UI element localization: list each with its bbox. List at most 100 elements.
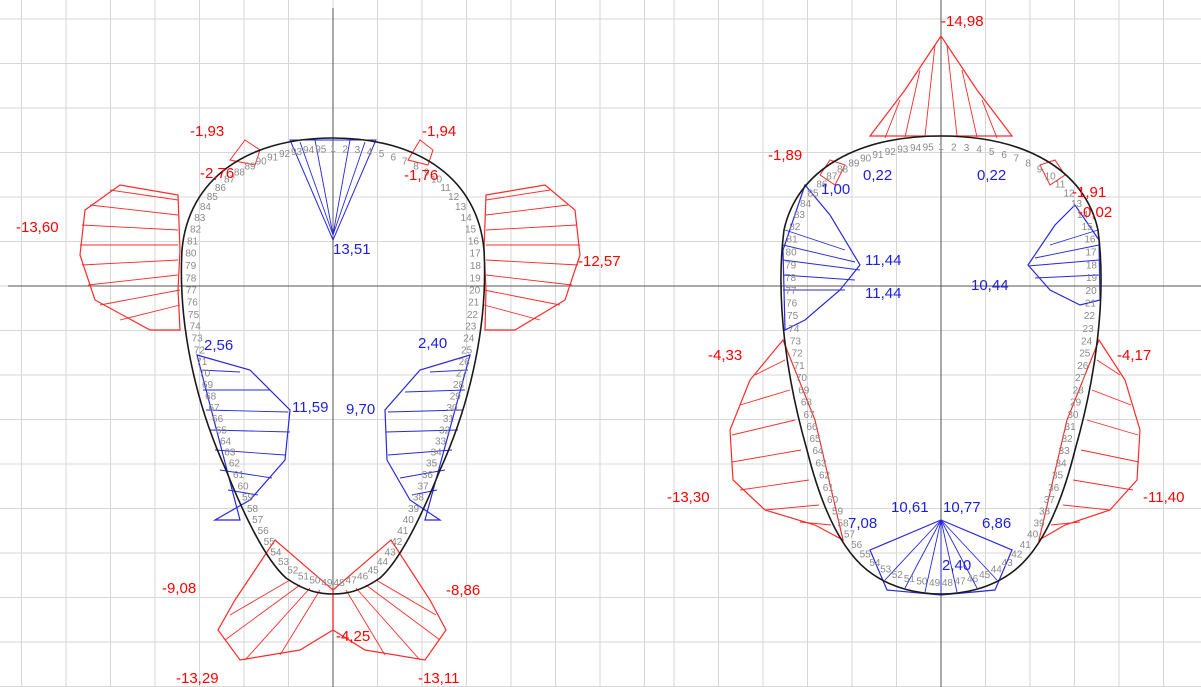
hatch-line [332,139,351,236]
hatch-line [1086,419,1139,436]
hatch-line [89,204,179,216]
hatch-line [485,274,573,286]
hatch-line [946,44,958,137]
hatch-line [375,579,437,616]
node-number: 23 [465,322,477,333]
node-number: 32 [1061,434,1073,445]
node-number: 74 [788,324,800,335]
left-hatching-red [79,139,581,661]
node-number: 83 [194,213,206,224]
node-number: 10 [1045,171,1057,182]
label-red: -11,40 [1143,489,1184,506]
node-number: 15 [1082,222,1094,233]
right-hatching-blue [782,183,1101,596]
node-number: 51 [298,571,310,582]
node-number: 59 [242,493,254,504]
left-lobe-bottom-right-red [332,539,447,661]
node-number: 11 [1055,179,1066,190]
node-number: 57 [252,515,264,526]
node-number: 90 [860,154,872,165]
node-number: 21 [1085,299,1097,310]
node-number: 85 [807,189,819,200]
hatch-line [385,429,459,433]
hatch-line [81,259,179,266]
node-number: 54 [270,547,282,558]
left-blue-top-wedge [289,139,377,242]
left-grid [0,0,655,687]
node-number: 90 [256,157,268,168]
node-number: 49 [321,578,333,589]
hatch-line [981,99,998,139]
label-red: -8,86 [446,582,480,599]
right-red-small-left [819,159,846,186]
left-labels: -1,93 -1,94 -2,76 -1,76 -13,60 -12,57 -9… [16,123,621,687]
node-number: 72 [194,345,206,356]
node-number: 5 [379,149,385,160]
node-number: 50 [916,577,928,588]
label-blue: 0,22 [977,167,1006,184]
node-number: 94 [910,143,922,154]
right-grid [655,0,1201,687]
hatch-line [119,304,181,321]
node-number: 61 [233,470,245,481]
hatch-line [404,389,466,393]
node-number: 65 [809,434,821,445]
node-number: 20 [1086,286,1098,297]
node-number: 88 [837,164,849,175]
node-number: 46 [967,574,979,585]
label-red: -0,02 [1078,204,1112,221]
hatch-line [81,224,179,231]
node-number: 74 [190,322,202,333]
hatch-line [940,519,958,593]
label-blue: 2,40 [942,557,971,574]
node-number: 35 [426,459,438,470]
node-number: 12 [448,192,460,203]
node-number: 64 [812,446,824,457]
node-number: 78 [185,273,197,284]
hatch-line [884,99,901,139]
node-number: 42 [1011,550,1023,561]
hatch-line [199,369,241,373]
node-number: 34 [431,448,443,459]
node-number: 3 [964,143,970,154]
node-number: 58 [247,504,259,515]
label-blue: 6,86 [982,515,1011,532]
node-number: 55 [860,550,872,561]
hatch-line [731,449,802,463]
label-red: -4,33 [708,347,742,364]
label-red: -4,17 [1117,347,1151,364]
hatch-line [799,521,832,526]
label-red: -13,11 [418,670,459,687]
node-number: 66 [212,414,224,425]
node-number: 7 [1014,154,1020,165]
node-number: 45 [368,565,380,576]
node-number: 82 [789,222,801,233]
hatch-line [1096,359,1121,376]
node-number: 91 [267,152,279,163]
hatch-line [884,519,942,581]
node-number: 61 [823,483,835,494]
node-number: 87 [826,171,838,182]
hatch-line [739,389,791,406]
hatch-line [924,44,936,137]
node-number: 84 [200,202,212,213]
hatch-line [782,259,861,271]
hatch-line [485,189,551,201]
node-number: 9 [424,168,430,179]
node-number: 75 [188,310,200,321]
hatch-line [99,289,181,306]
hatch-line [904,69,921,138]
node-number: 93 [897,145,909,156]
hatch-line [227,489,259,496]
label-blue: 13,51 [333,241,371,258]
node-number: 72 [792,349,804,360]
node-number: 86 [215,183,227,194]
node-number: 21 [468,298,480,309]
node-number: 47 [955,577,967,588]
label-blue: 11,59 [292,399,328,416]
label-blue: 10,44 [971,277,1009,294]
node-number: 36 [1048,483,1060,494]
hatch-line [429,369,469,373]
label-blue: 2,40 [418,335,447,352]
node-number: 56 [258,526,270,537]
